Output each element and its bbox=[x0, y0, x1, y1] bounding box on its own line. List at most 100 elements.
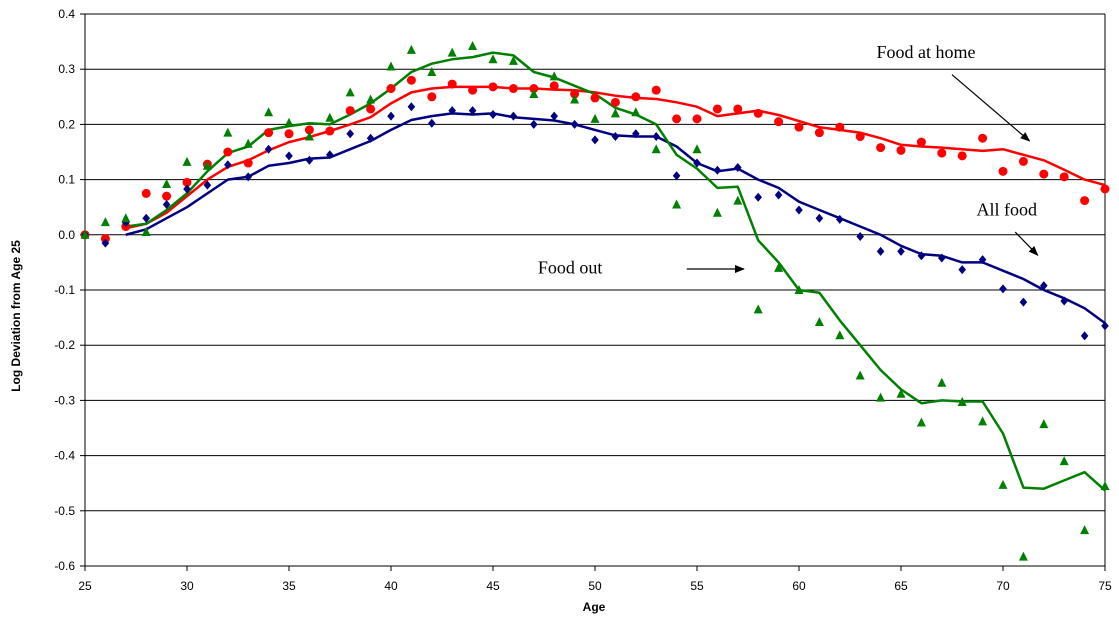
food-at-home-point bbox=[855, 132, 865, 142]
all-food-point bbox=[101, 238, 110, 248]
food-out-point bbox=[610, 108, 620, 118]
y-tick-label: -0.4 bbox=[54, 449, 75, 463]
food-out-point bbox=[202, 160, 212, 170]
food-out-point bbox=[549, 71, 559, 81]
food-out-point bbox=[896, 388, 906, 398]
all-food-point bbox=[346, 129, 354, 139]
food-out-point bbox=[345, 87, 355, 97]
all-food-point bbox=[693, 158, 701, 168]
food-out-point bbox=[386, 61, 396, 71]
food-at-home-point bbox=[957, 151, 967, 161]
food-at-home-arrow bbox=[951, 74, 1031, 142]
food-out-point bbox=[733, 195, 743, 205]
food-at-home-point bbox=[896, 145, 906, 155]
x-tick-label: 25 bbox=[78, 579, 92, 593]
x-tick-label: 45 bbox=[486, 579, 500, 593]
all-food-point bbox=[836, 214, 844, 224]
y-tick-label: -0.2 bbox=[54, 338, 75, 352]
food-out-point bbox=[1100, 480, 1110, 490]
food-at-home-point bbox=[182, 177, 192, 187]
all-food-point bbox=[142, 213, 150, 223]
food-out-line bbox=[125, 51, 1106, 492]
food-out-point bbox=[141, 227, 151, 237]
all-food-point bbox=[815, 213, 824, 223]
all-food-point bbox=[978, 255, 987, 265]
all-food-point bbox=[1019, 297, 1028, 307]
food-at-home-point bbox=[223, 147, 233, 157]
food-out-point bbox=[937, 377, 947, 387]
food-at-home-point bbox=[631, 92, 641, 102]
all-food-point bbox=[713, 165, 722, 175]
food-at-home-point bbox=[1039, 169, 1049, 179]
food-out-point bbox=[916, 417, 926, 427]
all-food-point bbox=[428, 118, 436, 128]
food-out-point bbox=[529, 89, 539, 99]
food-out-point bbox=[325, 112, 335, 122]
x-tick-label: 65 bbox=[894, 579, 908, 593]
x-axis-title: Age bbox=[583, 600, 606, 614]
food-at-home-point bbox=[345, 106, 355, 116]
all-food-point bbox=[244, 172, 252, 182]
food-at-home-point bbox=[366, 104, 376, 114]
food-out-point bbox=[651, 144, 661, 154]
y-tick-label: 0.4 bbox=[58, 7, 75, 21]
y-tick-label: 0.0 bbox=[58, 228, 75, 242]
food-at-home-point bbox=[733, 104, 743, 114]
food-out-point bbox=[835, 330, 845, 340]
food-out-point bbox=[876, 392, 886, 402]
food-at-home-point bbox=[1080, 196, 1090, 206]
food-at-home-point bbox=[753, 108, 763, 118]
food-at-home-point bbox=[1059, 172, 1069, 182]
all-food-point bbox=[672, 171, 681, 181]
all-food-point bbox=[448, 106, 456, 116]
food-out-point bbox=[468, 41, 478, 51]
x-tick-label: 35 bbox=[282, 579, 296, 593]
all-food-point bbox=[591, 135, 599, 145]
y-tick-label: -0.3 bbox=[54, 393, 75, 407]
food-at-home-point bbox=[937, 148, 947, 158]
all-food-point bbox=[285, 151, 293, 161]
all-food-line bbox=[125, 112, 1106, 325]
all-food-label: All food bbox=[976, 199, 1037, 219]
all-food-point bbox=[509, 111, 518, 121]
all-food-point bbox=[917, 251, 926, 261]
series-lines bbox=[125, 51, 1106, 492]
all-food-point bbox=[652, 132, 660, 142]
all-food-point bbox=[1040, 281, 1048, 291]
food-out-point bbox=[1080, 525, 1090, 535]
y-tick-label: -0.5 bbox=[54, 504, 75, 518]
axes: 0.4 0.3 0.2 0.1 0.0 -0.1 -0.2 -0.3 -0.4 -0.5 -0.62… bbox=[54, 7, 1112, 593]
food-out-point bbox=[814, 317, 824, 327]
annotations: Food at home All food Food out bbox=[538, 42, 1039, 277]
food-out-point bbox=[998, 479, 1008, 489]
food-out-label: Food out bbox=[538, 257, 603, 277]
food-at-home-point bbox=[998, 166, 1008, 176]
all-food-point bbox=[897, 246, 905, 256]
food-out-point bbox=[631, 107, 641, 117]
food-out-point bbox=[1018, 551, 1028, 561]
all-food-point bbox=[774, 190, 783, 200]
food-at-home-point bbox=[876, 143, 886, 153]
all-food-point bbox=[999, 284, 1007, 294]
food-out-point bbox=[957, 397, 967, 407]
food-at-home-point bbox=[590, 93, 600, 103]
food-out-point bbox=[80, 229, 90, 239]
food-at-home-point bbox=[386, 84, 396, 94]
all-food-point bbox=[876, 246, 885, 256]
food-out-point bbox=[406, 44, 416, 54]
food-at-home-point bbox=[325, 126, 335, 136]
all-food-point bbox=[632, 129, 640, 139]
all-food-point bbox=[162, 199, 171, 209]
food-out-point bbox=[1059, 456, 1069, 466]
all-food-point bbox=[1101, 321, 1109, 331]
y-tick-label: 0.3 bbox=[58, 62, 75, 76]
all-food-point bbox=[387, 111, 395, 121]
food-out-point bbox=[712, 207, 722, 217]
food-out-point bbox=[264, 107, 274, 117]
all-food-point bbox=[468, 106, 477, 116]
all-food-point bbox=[1060, 296, 1068, 306]
all-food-point bbox=[183, 184, 191, 194]
food-at-home-line bbox=[125, 85, 1106, 230]
food-out-point bbox=[427, 66, 437, 76]
x-tick-label: 75 bbox=[1098, 579, 1112, 593]
